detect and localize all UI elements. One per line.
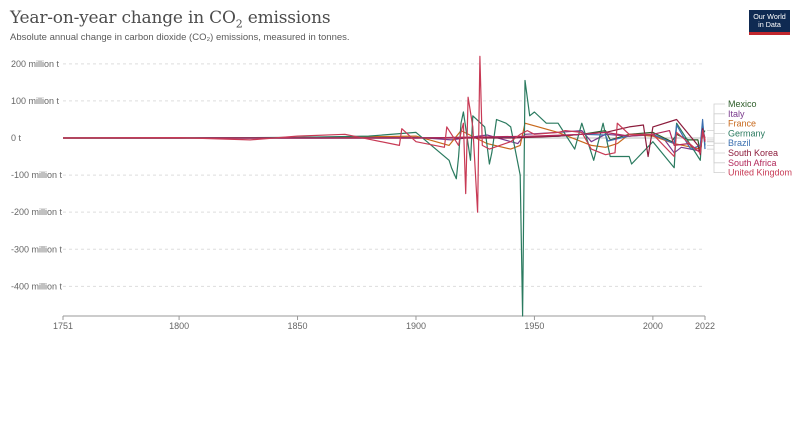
legend-connector	[707, 142, 725, 150]
y-tick-label: -300 million t	[11, 244, 63, 254]
y-tick-label: 200 million t	[11, 59, 60, 69]
legend-label-south-africa: South Africa	[728, 158, 777, 168]
legend-connector	[707, 133, 725, 146]
legend-label-brazil: Brazil	[728, 138, 751, 148]
legend-label-mexico: Mexico	[728, 99, 757, 109]
legend-label-italy: Italy	[728, 109, 745, 119]
chart-subtitle: Absolute annual change in carbon dioxide…	[10, 32, 350, 43]
chart-title: Year-on-year change in CO2 emissions	[10, 8, 331, 31]
legend-connector	[707, 141, 725, 164]
x-tick-label: 1950	[524, 321, 544, 331]
legend-label-united-kingdom: United Kingdom	[728, 168, 792, 178]
series-line-italy	[63, 128, 706, 154]
legend-label-germany: Germany	[728, 128, 766, 138]
series-line-united-kingdom	[62, 55, 706, 213]
y-tick-label: -200 million t	[11, 207, 63, 217]
y-tick-label: -100 million t	[11, 170, 63, 180]
y-tick-label: -400 million t	[11, 281, 63, 291]
legend-connector	[707, 123, 725, 141]
series-line-germany	[63, 79, 706, 317]
x-tick-label: 1751	[53, 321, 73, 331]
legend-label-france: France	[728, 119, 756, 129]
x-tick-label: 1800	[169, 321, 189, 331]
x-tick-label: 2000	[643, 321, 663, 331]
owid-logo[interactable]: Our World in Data	[749, 10, 790, 35]
x-tick-label: 2022	[695, 321, 715, 331]
legend-connector	[707, 103, 725, 131]
legend-connector	[707, 139, 725, 173]
y-tick-label: 0 t	[11, 133, 22, 143]
x-tick-label: 1850	[288, 321, 308, 331]
legend-connector	[707, 113, 725, 139]
x-tick-label: 1900	[406, 321, 426, 331]
legend-label-south-korea: South Korea	[728, 148, 778, 158]
y-tick-label: 100 million t	[11, 96, 60, 106]
